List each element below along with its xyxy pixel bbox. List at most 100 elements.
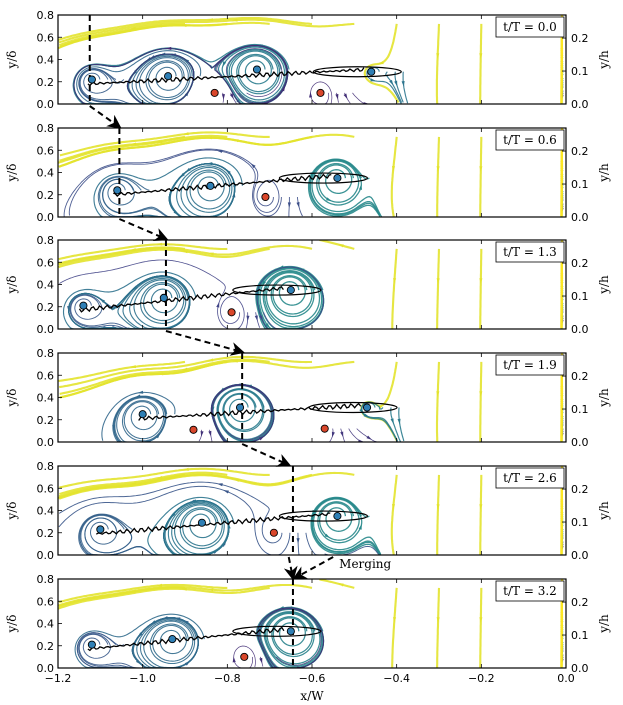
streamline: [363, 23, 400, 104]
trajectory-loop: [312, 66, 402, 78]
y-right-axis-label: y/h: [597, 50, 611, 70]
blue-vortex-marker: [96, 525, 105, 534]
streamline: [58, 16, 313, 41]
blue-vortex-marker: [113, 186, 122, 195]
streamline-arrow: [156, 242, 163, 246]
y-right-axis-label: y/h: [597, 614, 611, 634]
streamline-arrow: [156, 475, 163, 479]
streamline-field: [58, 240, 564, 329]
y-right-tick-label: 0.2: [571, 483, 589, 496]
streamline-arrow: [393, 617, 397, 623]
streamline-arrow: [207, 358, 214, 362]
y-left-tick-label: 0.8: [37, 9, 55, 22]
x-tick-label: −0.4: [383, 672, 410, 685]
streamline: [58, 22, 185, 47]
streamline-arrow: [436, 617, 440, 623]
streamline: [113, 395, 167, 442]
streamline: [394, 71, 404, 103]
y-right-tick-label: 0.1: [571, 516, 589, 529]
streamline: [58, 247, 270, 269]
streamline-arrow: [181, 367, 188, 371]
x-tick-label: −0.8: [214, 672, 241, 685]
panel-4: 0.0 0.2 0.4 0.6 0.8 0.0 0.1 0.2 y/δ y/h t/T = 1.9: [5, 347, 611, 449]
tracking-arrow: [283, 556, 298, 581]
streamline: [58, 18, 355, 44]
time-label: t/T = 3.2: [503, 584, 557, 598]
y-left-tick-label: 0.0: [37, 549, 55, 562]
streamline: [58, 471, 355, 500]
streamline-arrow: [137, 390, 144, 394]
panel-5: 0.0 0.2 0.4 0.6 0.8 0.0 0.1 0.2 y/δ y/h t/T = 2.6: [5, 460, 611, 562]
y-left-tick-label: 0.0: [37, 323, 55, 336]
trajectory-loop: [308, 401, 398, 414]
panel-1: 0.0 0.2 0.4 0.6 0.8 0.0 0.1 0.2 y/δ y/h t/T = 0.0: [5, 9, 611, 111]
trajectory-loop: [278, 172, 368, 184]
streamline: [390, 474, 398, 555]
time-label-box: [495, 241, 565, 263]
y-left-tick-label: 0.2: [37, 640, 55, 653]
streamline: [436, 136, 441, 217]
panels-layer: 0.0 0.2 0.4 0.6 0.8 0.0 0.1 0.2 y/δ y/h t/T = 0.0 0…: [5, 9, 611, 685]
trajectory-line: [87, 67, 365, 87]
y-left-axis-label: y/δ: [5, 50, 19, 69]
time-label: t/T = 0.0: [503, 20, 557, 34]
time-label-box: [495, 16, 565, 38]
trajectory-line: [87, 626, 285, 652]
y-right-tick-label: 0.0: [571, 323, 589, 336]
streamline-arrow: [200, 430, 204, 437]
streamline-arrow: [135, 659, 142, 665]
streamline-arrow: [185, 167, 191, 173]
y-right-tick-label: 0.1: [571, 290, 589, 303]
merging-annotation: Merging: [339, 557, 391, 571]
y-left-tick-label: 0.8: [37, 122, 55, 135]
trajectory-line: [78, 286, 284, 313]
time-label: t/T = 2.6: [503, 471, 557, 485]
x-tick-label: −1.0: [129, 672, 156, 685]
streamline: [59, 259, 245, 329]
streamline: [391, 248, 398, 329]
streamline-arrow: [479, 391, 483, 397]
y-left-tick-label: 0.2: [37, 76, 55, 89]
streamline-arrow: [233, 478, 240, 482]
time-label-box: [495, 354, 565, 376]
y-left-tick-label: 0.6: [37, 31, 55, 44]
streamline-arrow: [394, 80, 398, 87]
streamline-arrow: [170, 512, 176, 519]
streamline-arrow: [340, 431, 344, 438]
streamline: [435, 23, 441, 104]
streamline-arrow: [221, 94, 225, 100]
red-vortex-marker: [227, 308, 236, 317]
streamline-arrow: [156, 140, 163, 144]
streamline-arrow: [232, 359, 238, 363]
streamline: [58, 360, 186, 382]
streamline: [59, 358, 270, 395]
streamline-arrow: [254, 315, 258, 322]
streamline-arrow: [180, 23, 187, 28]
streamline: [58, 583, 313, 607]
streamline-arrow: [281, 85, 286, 92]
y-left-tick-label: 0.4: [37, 505, 55, 518]
streamline: [59, 467, 270, 489]
streamline: [384, 71, 403, 103]
streamline-arrow: [216, 149, 223, 153]
streamline-field: [58, 579, 564, 668]
streamline: [59, 471, 228, 496]
y-left-tick-label: 0.6: [37, 144, 55, 157]
streamline: [402, 71, 409, 104]
blue-vortex-marker: [235, 403, 245, 412]
streamline-arrow: [392, 166, 396, 172]
y-right-tick-label: 0.2: [571, 596, 589, 609]
streamline-arrow: [358, 439, 364, 442]
streamline: [479, 248, 483, 329]
x-tick-label: −0.6: [299, 672, 326, 685]
streamline-arrow: [246, 315, 250, 322]
streamline: [58, 134, 228, 164]
y-right-tick-label: 0.1: [571, 629, 589, 642]
streamline-arrow: [393, 278, 397, 284]
streamline-arrow: [156, 583, 163, 587]
y-left-tick-label: 0.8: [37, 347, 55, 360]
x-tick-label: 0.0: [557, 672, 575, 685]
streamline-arrow: [229, 93, 234, 100]
streamline: [436, 474, 441, 555]
streamline: [256, 266, 324, 329]
